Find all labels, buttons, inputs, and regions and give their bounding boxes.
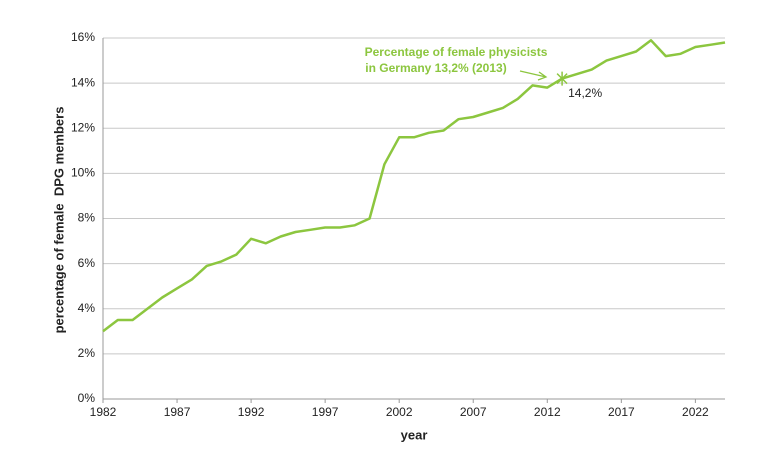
x-tick-label: 2017	[608, 405, 635, 419]
annotation-line: in Germany 13,2% (2013)	[365, 61, 506, 75]
y-tick-label: 10%	[71, 166, 95, 180]
y-tick-label: 2%	[78, 346, 96, 360]
x-tick-label: 1987	[164, 405, 191, 419]
annotation-line: Percentage of female physicists	[365, 45, 548, 59]
x-tick-label: 1982	[90, 405, 117, 419]
y-tick-label: 12%	[71, 120, 95, 134]
y-tick-label: 6%	[78, 256, 96, 270]
y-axis-label: percentage of female DPG members	[51, 107, 66, 334]
x-axis-label: year	[401, 427, 428, 442]
x-tick-label: 2022	[682, 405, 709, 419]
y-tick-label: 16%	[71, 30, 95, 44]
x-tick-label: 1992	[238, 405, 265, 419]
annotation-arrow	[519, 70, 548, 81]
x-tick-label: 2012	[534, 405, 561, 419]
x-tick-label: 2002	[386, 405, 413, 419]
y-tick-label: 4%	[78, 301, 96, 315]
highlight-label: 14,2%	[568, 86, 602, 100]
x-tick-label: 1997	[312, 405, 339, 419]
y-tick-label: 0%	[78, 391, 96, 405]
y-tick-label: 8%	[78, 211, 96, 225]
y-tick-label: 14%	[71, 75, 95, 89]
highlight-marker	[556, 71, 568, 86]
x-tick-label: 2007	[460, 405, 487, 419]
data-line	[102, 39, 726, 333]
